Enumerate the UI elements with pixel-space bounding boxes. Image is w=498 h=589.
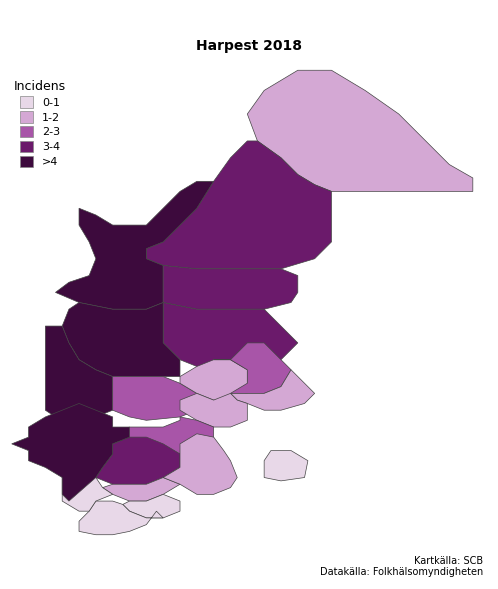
Text: Kartkälla: SCB
Datakälla: Folkhälsomyndigheten: Kartkälla: SCB Datakälla: Folkhälsomyndi… <box>320 555 483 577</box>
Polygon shape <box>180 393 248 427</box>
Polygon shape <box>146 141 332 269</box>
Polygon shape <box>231 370 315 410</box>
Polygon shape <box>123 494 180 518</box>
Polygon shape <box>79 501 163 535</box>
Legend: 0-1, 1-2, 2-3, 3-4, >4: 0-1, 1-2, 2-3, 3-4, >4 <box>10 77 69 170</box>
Polygon shape <box>55 181 214 309</box>
Polygon shape <box>163 266 298 309</box>
Polygon shape <box>103 478 180 501</box>
Polygon shape <box>62 468 113 511</box>
Polygon shape <box>214 343 291 393</box>
Polygon shape <box>264 451 308 481</box>
Polygon shape <box>248 70 473 191</box>
Polygon shape <box>113 376 197 421</box>
Polygon shape <box>96 437 180 484</box>
Polygon shape <box>163 303 298 366</box>
Polygon shape <box>45 326 113 421</box>
Polygon shape <box>180 360 248 400</box>
Polygon shape <box>113 417 214 454</box>
Polygon shape <box>163 434 237 494</box>
Title: Harpest 2018: Harpest 2018 <box>196 39 302 53</box>
Polygon shape <box>62 303 180 376</box>
Polygon shape <box>12 403 129 501</box>
